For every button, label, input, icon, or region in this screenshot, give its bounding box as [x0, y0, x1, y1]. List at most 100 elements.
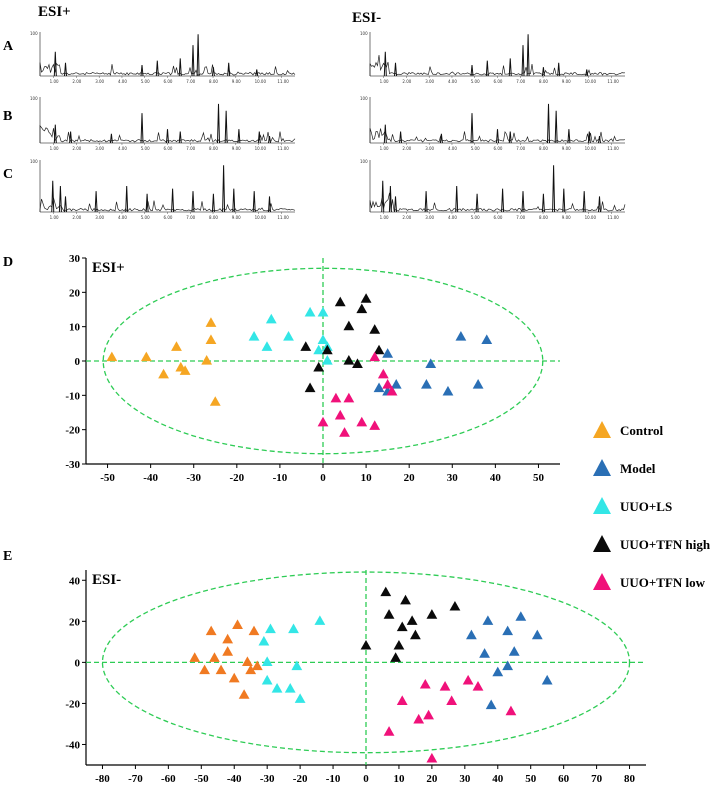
x-tick-label: 40: [492, 773, 504, 785]
time-tick-label: 3.00: [95, 79, 104, 84]
time-tick-label: 4.00: [118, 215, 127, 220]
time-tick-label: 8.00: [209, 79, 218, 84]
point-uuo-ls: [284, 683, 296, 693]
point-model: [502, 625, 514, 636]
time-tick-label: 9.00: [562, 215, 571, 220]
point-uuo-tfn-high: [313, 361, 325, 372]
time-tick-label: 5.00: [141, 79, 150, 84]
panel-label-e: E: [3, 549, 12, 564]
point-uuo-tfn-low: [317, 416, 329, 427]
point-uuo-tfn-low: [419, 678, 431, 689]
time-tick-label: 3.00: [425, 79, 434, 84]
time-tick-label: 8.00: [539, 79, 548, 84]
point-control: [199, 664, 210, 675]
x-tick-label: -40: [143, 472, 158, 484]
time-tick-label: 10.00: [255, 146, 267, 151]
point-uuo-tfn-high: [396, 621, 408, 632]
legend-label: Model: [620, 461, 656, 476]
time-tick-label: 2.00: [72, 146, 81, 151]
time-tick-label: 3.00: [95, 215, 104, 220]
time-tick-label: 4.00: [448, 146, 457, 151]
point-uuo-tfn-high: [343, 355, 355, 365]
y-tick-label: 10: [69, 322, 81, 334]
point-control: [106, 351, 118, 362]
time-tick-label: 2.00: [402, 215, 411, 220]
pca-plot-esi-minus: 40 20 0 -20 -40 -80 -70 -60 -50 -40 -30 -20 -10 0 10 20…: [65, 570, 646, 785]
point-model: [481, 334, 493, 344]
point-model: [479, 648, 490, 658]
time-tick-label: 10.00: [585, 146, 597, 151]
x-tick-label: 20: [426, 773, 438, 785]
time-tick-label: 8.00: [209, 146, 218, 151]
y-tick-label: -20: [65, 425, 80, 437]
point-uuo-ls: [258, 635, 270, 646]
point-uuo-tfn-high: [390, 652, 402, 662]
point-model: [492, 666, 504, 677]
y-tick-label: -40: [65, 739, 80, 751]
time-tick-label: 11.00: [277, 79, 289, 84]
x-tick-label: -50: [194, 773, 209, 785]
point-uuo-tfn-high: [426, 609, 438, 619]
time-tick-label: 1.00: [50, 79, 59, 84]
point-uuo-ls: [265, 623, 276, 634]
x-tick-label: 80: [624, 773, 636, 785]
time-tick-label: 7.00: [516, 146, 525, 151]
y-tick-label: 0: [75, 657, 81, 669]
time-tick-label: 2.00: [72, 79, 81, 84]
point-model: [442, 385, 454, 396]
point-control: [205, 625, 217, 636]
x-tick-label: 50: [525, 773, 537, 785]
point-uuo-tfn-high: [380, 586, 392, 597]
point-uuo-ls: [248, 330, 260, 341]
x-tick-label: 40: [490, 472, 502, 484]
time-tick-label: 4.00: [118, 146, 127, 151]
time-tick-label: 11.00: [277, 215, 289, 220]
point-uuo-ls: [265, 313, 277, 324]
x-tick-label: -70: [128, 773, 143, 785]
point-uuo-tfn-high: [449, 600, 461, 611]
x-tick-label: -40: [227, 773, 242, 785]
y-tick-label: 20: [69, 616, 81, 628]
point-uuo-tfn-high: [304, 382, 316, 393]
point-uuo-tfn-low: [446, 695, 458, 705]
point-uuo-tfn-high: [410, 629, 421, 640]
time-tick-label: 7.00: [186, 215, 195, 220]
time-tick-label: 5.00: [141, 146, 150, 151]
x-tick-label: 50: [533, 472, 545, 484]
time-tick-label: 10.00: [255, 215, 267, 220]
point-control: [205, 317, 217, 327]
x-tick-label: 0: [320, 472, 326, 484]
point-model: [508, 646, 520, 656]
point-model: [485, 699, 497, 710]
point-uuo-ls: [291, 660, 303, 671]
point-uuo-tfn-high: [352, 358, 363, 369]
point-uuo-tfn-low: [472, 681, 484, 691]
point-control: [201, 355, 213, 365]
point-uuo-tfn-low: [396, 695, 408, 705]
point-model: [466, 629, 477, 640]
time-tick-label: 4.00: [448, 79, 457, 84]
point-uuo-ls: [321, 355, 333, 365]
point-uuo-tfn-high: [369, 324, 381, 334]
point-control: [209, 652, 220, 662]
time-tick-label: 7.00: [516, 79, 525, 84]
point-model: [502, 660, 514, 671]
point-uuo-tfn-high: [373, 344, 385, 355]
point-uuo-ls: [288, 623, 299, 634]
point-uuo-ls: [271, 683, 283, 693]
x-tick-label: -10: [326, 773, 341, 785]
point-uuo-tfn-low: [426, 752, 438, 763]
point-control: [232, 619, 243, 630]
time-tick-label: 5.00: [471, 79, 480, 84]
plot-title: ESI+: [92, 260, 125, 276]
point-uuo-tfn-low: [439, 681, 451, 691]
point-control: [228, 672, 240, 683]
time-tick-label: 10.00: [585, 215, 597, 220]
y-max-label: 100: [360, 159, 368, 164]
point-uuo-tfn-low: [369, 351, 381, 362]
time-tick-label: 3.00: [95, 146, 104, 151]
point-model: [515, 611, 527, 621]
point-control: [158, 368, 169, 379]
time-tick-label: 10.00: [255, 79, 267, 84]
